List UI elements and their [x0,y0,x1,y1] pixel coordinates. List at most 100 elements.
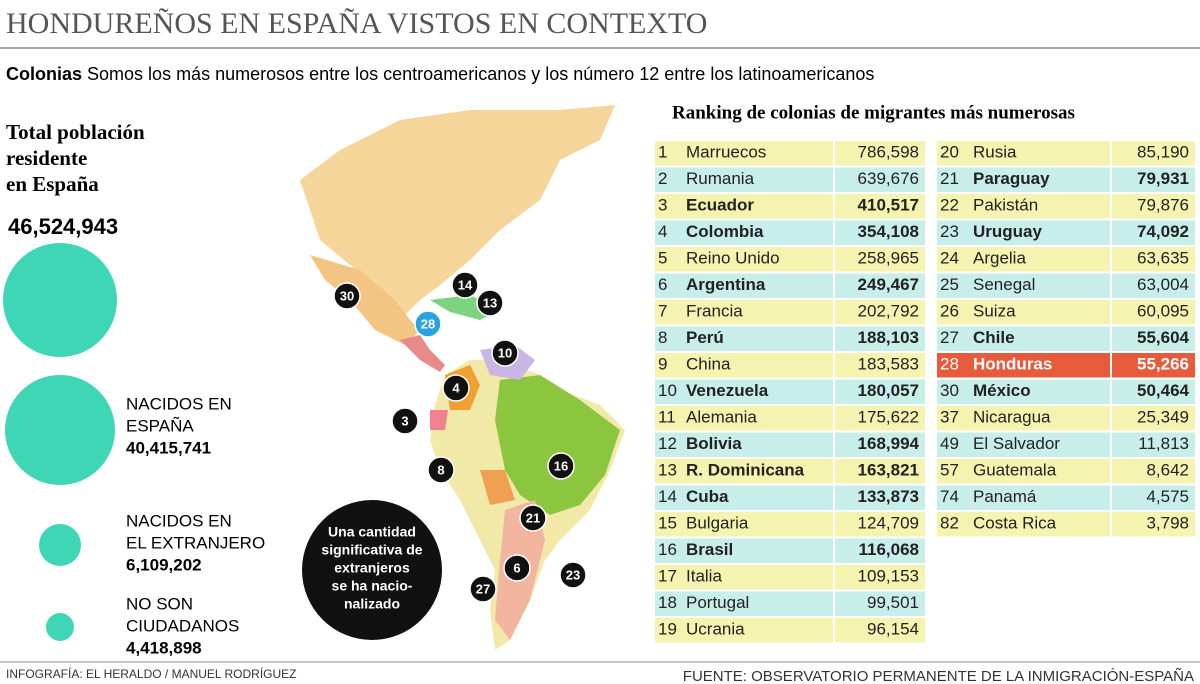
country: Nicaragua [973,408,1051,427]
value: 63,004 [1137,275,1189,294]
marker-label: 30 [340,288,354,303]
rank: 20 [940,143,959,162]
marker [391,407,419,435]
row-bg [1112,379,1195,404]
row-bg [1112,512,1195,537]
row-bg [655,459,833,484]
country: Rumania [686,169,755,188]
row-bg [655,141,833,166]
row-bg [655,300,833,325]
row-bg [1112,220,1195,245]
group-value: 6,109,202 [126,555,202,574]
value: 50,464 [1137,381,1190,400]
group-label: ESPAÑA [126,416,194,435]
row-bg [937,273,1110,298]
rank: 10 [658,381,677,400]
rank: 24 [940,249,959,268]
marker-label: 13 [483,295,497,310]
country: Suiza [973,302,1016,321]
row-bg [937,406,1110,431]
value: 133,873 [858,487,919,506]
country: Bolivia [686,434,742,453]
rank: 14 [658,487,677,506]
country: Marruecos [686,143,766,162]
rank: 28 [940,355,959,374]
row-bg [835,379,925,404]
country: Brasil [686,540,733,559]
group-circle [46,613,74,641]
row-bg [937,379,1110,404]
row-bg [937,432,1110,457]
row-bg [937,220,1110,245]
value: 786,598 [858,143,919,162]
row-bg [655,379,833,404]
marker [442,374,470,402]
row-bg [835,618,925,643]
brazil [495,375,620,515]
population-total: 46,524,943 [8,214,118,239]
title: HONDUREÑOS EN ESPAÑA VISTOS EN CONTEXTO [6,7,707,40]
group-label: NACIDOS EN [126,394,232,413]
value: 63,635 [1137,249,1189,268]
value: 74,092 [1137,222,1189,241]
subtitle-text: Somos los más numerosos entre los centro… [87,64,874,84]
rank: 7 [658,302,667,321]
group-value: 40,415,741 [126,438,211,457]
row-bg [655,565,833,590]
central-america [400,335,445,372]
value: 354,108 [858,222,919,241]
value: 55,604 [1137,328,1190,347]
rank: 21 [940,169,959,188]
country: Francia [686,302,743,321]
row-bg [1112,326,1195,351]
rank: 74 [940,487,959,506]
marker [469,575,497,603]
rank: 2 [658,169,667,188]
row-bg [835,591,925,616]
total-circle [3,243,117,357]
rank: 12 [658,434,677,453]
row-bg [937,194,1110,219]
rank: 4 [658,222,667,241]
marker [491,339,519,367]
row-bg [835,167,925,192]
row-bg [655,273,833,298]
rank: 19 [658,620,677,639]
value: 25,349 [1137,408,1189,427]
marker-label: 14 [458,277,473,292]
value: 410,517 [858,196,919,215]
value: 79,931 [1137,169,1189,188]
row-bg [835,565,925,590]
mexico [310,255,420,345]
ecuador [430,410,448,430]
subtitle: Colonias Somos los más numerosos entre l… [6,64,874,84]
value: 60,095 [1137,302,1189,321]
value: 109,153 [858,567,919,586]
bolivia [480,470,515,505]
row-bg [937,300,1110,325]
row-bg [937,141,1110,166]
rank: 17 [658,567,677,586]
row-bg [835,326,925,351]
ranking-table: 1 Marruecos 786,598 2 Rumania 639,676 3 Ecuador… [655,141,1195,643]
row-bg [937,353,1110,378]
group-label: NACIDOS EN [126,511,232,530]
row-bg [835,220,925,245]
rank: 26 [940,302,959,321]
row-bg [937,326,1110,351]
marker [414,310,442,338]
value: 124,709 [858,514,919,533]
country: Perú [686,328,724,347]
rank: 37 [940,408,959,427]
population-title: Total población [6,120,145,144]
value: 85,190 [1137,143,1189,162]
rank: 9 [658,355,667,374]
value: 4,575 [1146,487,1189,506]
row-bg [835,485,925,510]
callout: Una cantidad significativa de extranjeros s… [321,524,422,612]
row-bg [1112,273,1195,298]
rank: 57 [940,461,959,480]
row-bg [1112,406,1195,431]
row-bg [835,538,925,563]
